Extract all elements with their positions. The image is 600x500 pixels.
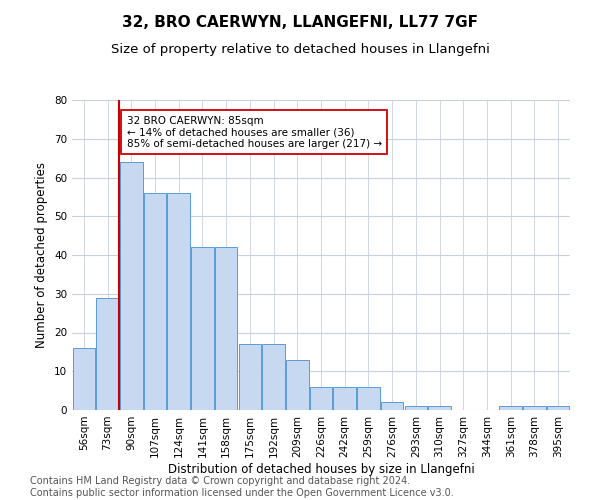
Bar bbox=[381, 402, 403, 410]
Bar bbox=[357, 387, 380, 410]
Bar bbox=[428, 406, 451, 410]
Bar bbox=[404, 406, 427, 410]
Bar bbox=[262, 344, 285, 410]
Bar bbox=[144, 193, 166, 410]
Bar bbox=[120, 162, 143, 410]
Y-axis label: Number of detached properties: Number of detached properties bbox=[35, 162, 49, 348]
Bar bbox=[286, 360, 308, 410]
Bar bbox=[97, 298, 119, 410]
Text: 32, BRO CAERWYN, LLANGEFNI, LL77 7GF: 32, BRO CAERWYN, LLANGEFNI, LL77 7GF bbox=[122, 15, 478, 30]
Bar bbox=[73, 348, 95, 410]
Text: Size of property relative to detached houses in Llangefni: Size of property relative to detached ho… bbox=[110, 42, 490, 56]
Bar bbox=[523, 406, 545, 410]
Text: 32 BRO CAERWYN: 85sqm
← 14% of detached houses are smaller (36)
85% of semi-deta: 32 BRO CAERWYN: 85sqm ← 14% of detached … bbox=[127, 116, 382, 148]
Bar bbox=[215, 247, 238, 410]
X-axis label: Distribution of detached houses by size in Llangefni: Distribution of detached houses by size … bbox=[167, 462, 475, 475]
Bar bbox=[239, 344, 261, 410]
Bar bbox=[167, 193, 190, 410]
Bar bbox=[310, 387, 332, 410]
Text: Contains HM Land Registry data © Crown copyright and database right 2024.
Contai: Contains HM Land Registry data © Crown c… bbox=[30, 476, 454, 498]
Bar bbox=[547, 406, 569, 410]
Bar bbox=[499, 406, 522, 410]
Bar bbox=[334, 387, 356, 410]
Bar bbox=[191, 247, 214, 410]
